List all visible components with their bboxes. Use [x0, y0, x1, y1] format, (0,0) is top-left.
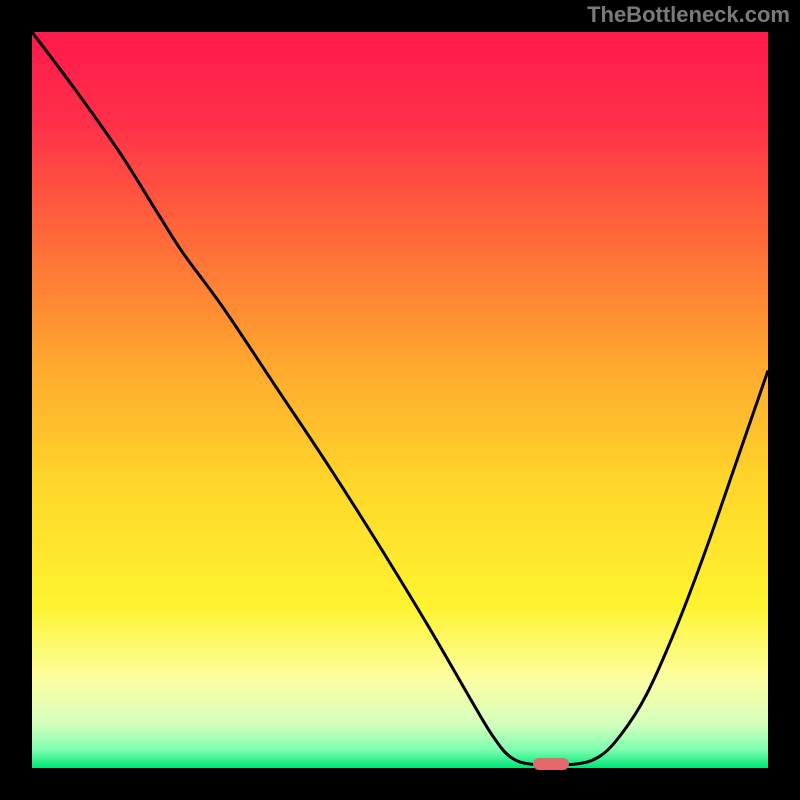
watermark-text: TheBottleneck.com — [587, 2, 790, 28]
optimal-marker — [533, 758, 569, 770]
curve-path — [32, 32, 768, 765]
chart-container: TheBottleneck.com — [0, 0, 800, 800]
bottleneck-curve — [32, 32, 768, 768]
